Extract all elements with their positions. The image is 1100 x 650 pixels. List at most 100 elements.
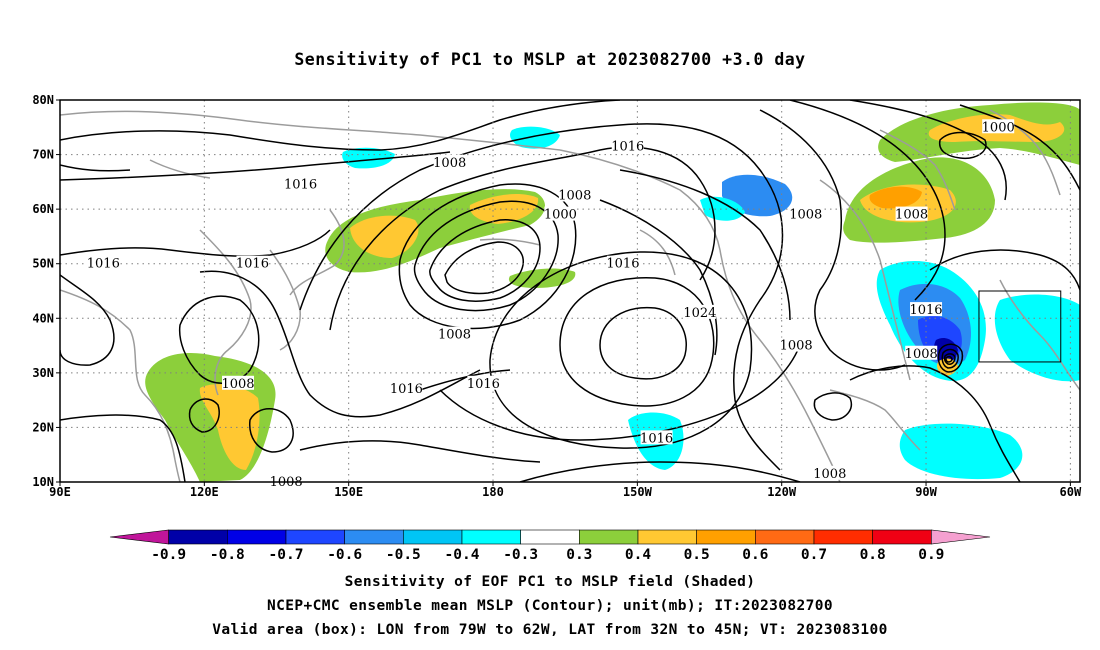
colorbar-tick-label: 0.8 xyxy=(860,547,886,563)
contour-label-bg xyxy=(910,302,943,317)
lat-label: 10N xyxy=(32,475,54,489)
colorbar: -0.9 -0.8 -0.7 -0.6 -0.5 -0.4 -0.3 0.3 0.4 0.5 0.6… xyxy=(109,529,991,563)
colorbar-swatch xyxy=(813,529,873,545)
colorbar-tick-label: -0.7 xyxy=(269,547,304,563)
colorbar-tick-label: -0.4 xyxy=(445,547,480,563)
colorbar-swatch xyxy=(344,529,404,545)
colorbar-swatch xyxy=(227,529,287,545)
colorbar-swatch xyxy=(637,529,697,545)
contour-label-bg xyxy=(236,255,269,270)
contour-label: 1008 xyxy=(813,467,846,482)
colorbar-swatch xyxy=(755,529,815,545)
colorbar-swatch xyxy=(403,529,463,545)
lat-label: 30N xyxy=(32,366,54,380)
contour-label-bg xyxy=(433,154,466,169)
colorbar-swatch-high-end xyxy=(931,529,991,545)
caption-line-1: Sensitivity of EOF PC1 to MSLP field (Sh… xyxy=(344,574,756,590)
lon-label: 150W xyxy=(623,485,653,499)
colorbar-tick-label: -0.5 xyxy=(386,547,421,563)
lon-label: 90W xyxy=(915,485,937,499)
colorbar-swatch xyxy=(579,529,639,545)
contour-label: 1008 xyxy=(780,339,813,354)
longitude-labels: 90E 120E 150E 180 150W 120W 90W 60W xyxy=(49,482,1082,499)
contour-label-bg xyxy=(222,375,255,390)
contour-label-bg xyxy=(438,326,471,341)
contour-label-bg xyxy=(87,255,120,270)
contour-label-bg xyxy=(270,474,303,488)
map-title: Sensitivity of PC1 to MSLP at 2023082700… xyxy=(294,50,806,69)
contour-label: 1008 xyxy=(438,328,471,343)
contour-label: 1016 xyxy=(606,257,639,272)
lon-label: 180 xyxy=(482,485,504,499)
contour-label-bg xyxy=(905,345,938,360)
colorbar-tick-label: 0.3 xyxy=(566,547,592,563)
contour-label: 1000 xyxy=(544,208,577,223)
contour-label: 1008 xyxy=(895,208,928,223)
colorbar-tick-label: -0.6 xyxy=(327,547,362,563)
contour-label: 1016 xyxy=(87,257,120,272)
contour-label: 1024 xyxy=(683,306,716,321)
contour-label-bg xyxy=(558,187,591,202)
lon-label: 60W xyxy=(1060,485,1082,499)
contour-label: 1016 xyxy=(909,303,942,318)
contour-label-bg xyxy=(789,206,822,221)
lon-label: 90E xyxy=(49,485,71,499)
sensitivity-shading xyxy=(145,102,1080,482)
map-frame xyxy=(59,99,1081,483)
contour-label-bg xyxy=(683,304,716,319)
contour-label: 1008 xyxy=(789,208,822,223)
lat-label: 80N xyxy=(32,93,54,107)
lon-label: 120E xyxy=(190,485,219,499)
colorbar-swatch xyxy=(696,529,756,545)
contour-label: 1016 xyxy=(640,431,673,446)
lon-label: 150E xyxy=(334,485,363,499)
colorbar-tick-label: 0.4 xyxy=(625,547,651,563)
contour-label: 1008 xyxy=(905,347,938,362)
lon-label: 120W xyxy=(767,485,797,499)
contour-label-bg xyxy=(284,176,317,191)
latitude-labels: 80N 70N 60N 50N 40N 30N 20N 10N xyxy=(32,93,60,489)
colorbar-tick-label: 0.6 xyxy=(742,547,768,563)
colorbar-tick-label: -0.8 xyxy=(210,547,245,563)
colorbar-tick-label: 0.9 xyxy=(918,547,944,563)
shade-positive-aleutian xyxy=(508,268,576,288)
colorbar-swatch xyxy=(872,529,932,545)
contour-label-bg xyxy=(606,255,639,270)
contour-label-bg xyxy=(611,138,644,153)
colorbar-tick-label: 0.5 xyxy=(684,547,710,563)
colorbar-swatch xyxy=(461,529,521,545)
shade-positive-east-asia-core xyxy=(199,384,260,470)
caption-line-3: Valid area (box): LON from 79W to 62W, L… xyxy=(212,622,888,638)
contour-labels: 1008 1016 1016 1008 1000 1008 1008 1000 1016 1016… xyxy=(87,119,1015,490)
contour-label-bg xyxy=(544,206,577,221)
contour-label-bg xyxy=(467,375,500,390)
lat-label: 50N xyxy=(32,257,54,271)
shade-positive-canada-peak xyxy=(869,186,922,209)
colorbar-swatch xyxy=(168,529,228,545)
valid-area-box xyxy=(978,290,1062,363)
colorbar-swatch xyxy=(285,529,345,545)
contour-label-bg xyxy=(640,430,673,445)
contour-label-bg xyxy=(390,381,423,396)
contour-label-bg xyxy=(895,206,928,221)
lat-label: 20N xyxy=(32,420,54,434)
lat-label: 40N xyxy=(32,311,54,325)
shade-negative-east-atlantic xyxy=(994,294,1080,382)
contour-label: 1008 xyxy=(558,189,591,204)
colorbar-swatch-low-end xyxy=(109,529,169,545)
shade-negative-caribbean xyxy=(899,423,1023,480)
shade-negative-siberia xyxy=(342,147,395,169)
lat-label: 60N xyxy=(32,202,54,216)
lat-label: 70N xyxy=(32,148,54,162)
colorbar-tick-label: -0.9 xyxy=(151,547,186,563)
contour-label-bg xyxy=(982,119,1015,134)
colorbar-tick-label: 0.7 xyxy=(801,547,827,563)
contour-label: 1016 xyxy=(236,257,269,272)
contour-label: 1016 xyxy=(390,382,423,397)
contour-label: 1016 xyxy=(467,377,500,392)
contour-label: 1016 xyxy=(611,139,644,154)
colorbar-swatch xyxy=(520,529,580,545)
contour-label-bg xyxy=(780,337,813,352)
shade-negative-arctic xyxy=(510,126,560,149)
